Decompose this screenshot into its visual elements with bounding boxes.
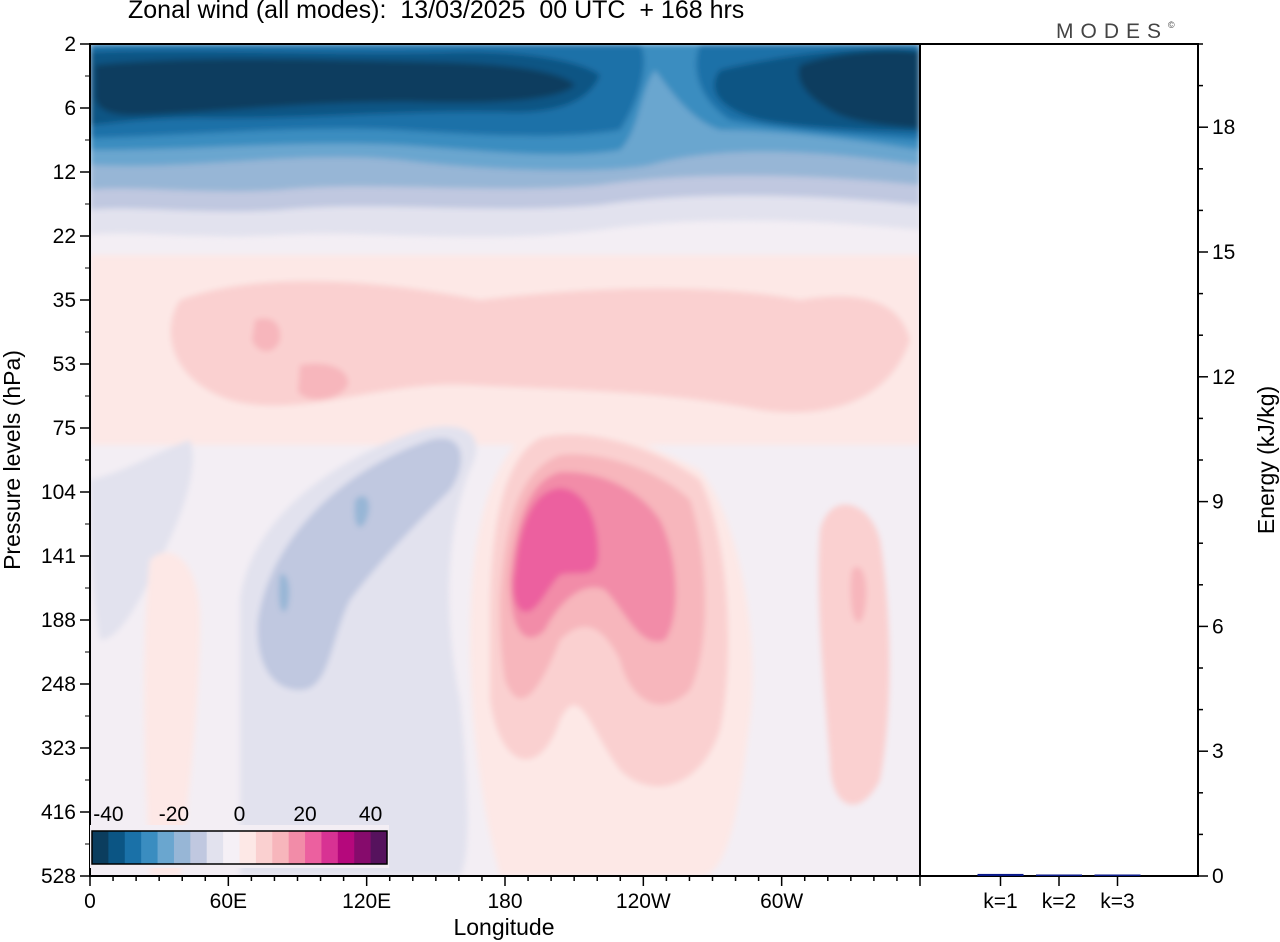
y-tick-label: 22 [53,225,76,248]
y-axis-right: 0 3 6 9 12 15 18 [1198,43,1235,888]
colorbar-swatch [321,831,339,864]
colorbar-swatch [337,831,355,864]
colorbar-swatch [255,831,273,864]
colorbar-label: 0 [234,803,246,826]
energy-panel: k=1 k=2 k=3 0 3 6 9 12 15 18 Energy (kJ/kg) [919,43,1279,913]
brand-text: MODES [1056,20,1169,43]
field-region-easterly-mid [257,438,462,690]
modes-brand-logo: MODES© [1056,20,1175,44]
energy-bars: k=1 k=2 k=3 [977,873,1141,913]
field-band-jet-core-1 [95,58,575,116]
colorbar-swatch [272,831,290,864]
field-region-easterly-core [354,495,370,527]
y-tick-label: 6 [64,97,76,120]
colorbar-swatch [157,831,175,864]
colorbar: -40 -20 0 20 40 [90,803,389,868]
colorbar-label: 20 [293,803,316,826]
x-axis: 0 60E 120E 180 120W 60W [84,876,921,913]
y-tick-label: 248 [41,673,76,696]
energy-bar-label: k=2 [1042,890,1076,913]
energy-bar [1094,874,1141,876]
heatmap-panel: 0 60E 120E 180 120W 60W 2 6 12 22 35 53 75 104 141 188… [0,33,921,940]
colorbar-swatch [288,831,306,864]
colorbar-swatch [305,831,322,864]
energy-panel-frame [919,43,1199,877]
colorbar-label: -40 [93,803,123,826]
colorbar-swatch [124,831,142,864]
energy-bar [1036,874,1082,876]
y-tick-label: 2 [64,33,76,56]
energy-tick-label: 3 [1212,740,1224,763]
field-patch-pink-1 [170,281,910,413]
y-tick-label: 12 [53,161,76,184]
colorbar-swatch [141,831,159,864]
y-axis-left: 2 6 12 22 35 53 75 104 141 188 248 323 416 528 [41,33,90,888]
colorbar-label: -20 [159,803,189,826]
x-tick-label: 0 [84,890,96,913]
x-tick-label: 60E [210,890,247,913]
energy-tick-label: 15 [1212,241,1235,264]
colorbar-swatch [190,831,208,864]
energy-axis-title: Energy (kJ/kg) [1253,386,1279,534]
colorbar-swatch [354,831,372,864]
energy-tick-label: 18 [1212,116,1235,139]
chart-title: Zonal wind (all modes): 13/03/2025 00 UT… [128,0,745,24]
field-band-jet-core-2 [798,50,918,128]
colorbar-swatch [223,831,240,864]
colorbar-swatch [206,831,224,864]
wind-field [90,44,920,876]
y-tick-label: 75 [53,417,76,440]
x-axis-title: Longitude [453,914,554,940]
colorbar-swatch [108,831,126,864]
field-region-easterly-spot [278,574,290,612]
energy-tick-label: 12 [1212,366,1235,389]
field-region-easterly-west [90,440,193,640]
field-patch-pink-2 [298,363,349,400]
y-tick-label: 416 [41,801,76,824]
energy-tick-label: 9 [1212,491,1224,514]
energy-tick-label: 6 [1212,615,1224,638]
energy-bar [977,873,1024,876]
x-tick-label: 120E [342,890,391,913]
field-patch-pink-3 [252,318,281,352]
y-axis-title: Pressure levels (hPa) [0,350,25,570]
y-tick-label: 53 [53,353,76,376]
colorbar-swatch [173,831,191,864]
x-tick-label: 120W [616,890,671,913]
y-tick-label: 141 [41,545,76,568]
energy-bar-label: k=3 [1100,890,1134,913]
colorbar-swatch [239,831,257,864]
y-tick-label: 528 [41,865,76,888]
field-region-west-patch-outer [818,504,890,805]
x-tick-label: 180 [487,890,522,913]
y-tick-label: 104 [41,481,76,504]
colorbar-label: 40 [359,803,382,826]
colorbar-frame [91,830,388,865]
energy-bar-label: k=1 [983,890,1017,913]
copyright-mark: © [1168,20,1175,30]
field-region-west-patch-core [850,566,867,623]
colorbar-swatch [92,831,109,864]
y-tick-label: 188 [41,609,76,632]
colorbar-swatch [370,831,388,864]
y-tick-label: 323 [41,737,76,760]
energy-tick-label: 0 [1212,865,1224,888]
y-tick-label: 35 [53,289,76,312]
x-tick-label: 60W [760,890,803,913]
field-region-westerly-core [513,488,599,612]
field-region-light-westerly-sw [144,552,200,876]
